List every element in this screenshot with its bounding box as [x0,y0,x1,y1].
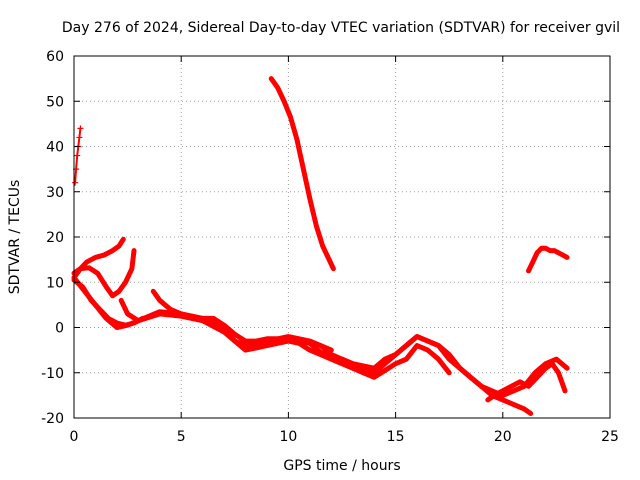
series-line-arc-7 [150,288,334,353]
x-tick-label: 5 [177,429,186,445]
x-tick-label: 20 [494,429,512,445]
y-tick-label: 50 [46,94,64,110]
x-axis-label: GPS time / hours [283,458,400,474]
series-point [77,125,84,132]
y-tick-label: 30 [46,185,64,201]
x-tick-label: 15 [387,429,405,445]
series-point [76,134,83,141]
chart-title: Day 276 of 2024, Sidereal Day-to-day VTE… [62,20,620,36]
x-tick-label: 25 [601,429,619,445]
y-tick-label: 40 [46,140,64,156]
y-tick-label: 0 [55,321,64,337]
series-line-arc-11 [526,245,570,274]
x-tick-label: 10 [279,429,297,445]
series-point [74,152,81,159]
grid [74,56,610,418]
x-tick-label: 0 [70,429,79,445]
y-tick-label: 10 [46,275,64,291]
y-axis-label: SDTVAR / TECUs [7,180,23,295]
series-group [71,76,570,416]
series-point [72,179,79,186]
series-line-arc-6 [118,297,534,416]
y-tick-label: 20 [46,230,64,246]
series-line-arc-10 [485,361,568,403]
series-line-arc-3 [71,248,137,299]
series-line-arc-8 [268,76,336,272]
y-tick-label: -10 [41,366,64,382]
y-tick-label: 60 [46,49,64,65]
axis-ticks: 0 5 10 15 20 25 -20 -10 0 10 20 30 40 50 60 [41,49,619,445]
y-tick-label: -20 [41,411,64,427]
